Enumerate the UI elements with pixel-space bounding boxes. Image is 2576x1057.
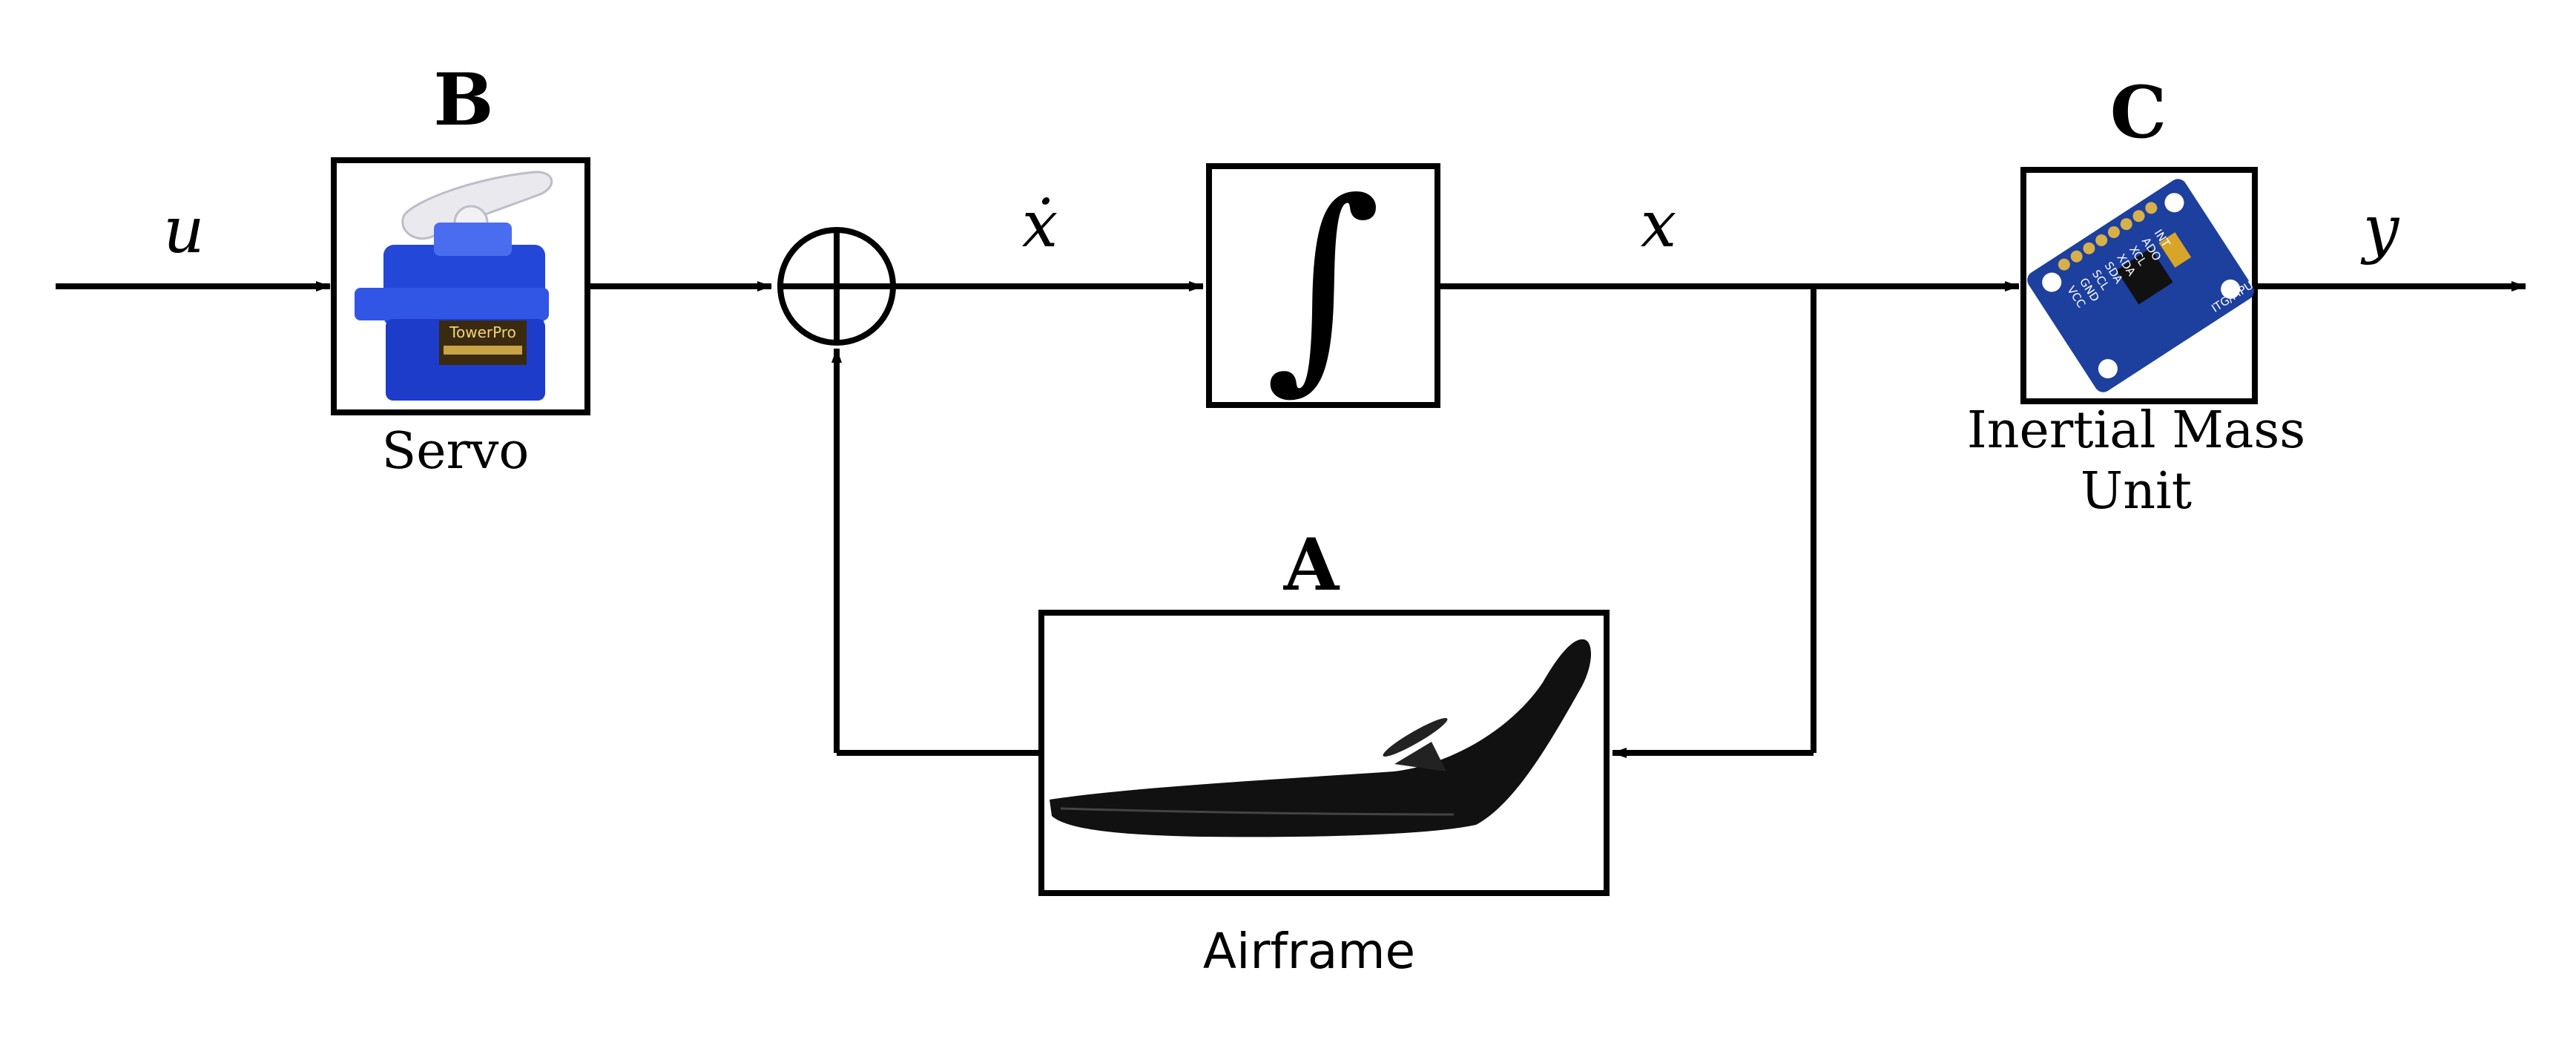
imu-letter: C [2110, 70, 2167, 154]
servo-letter: B [433, 58, 493, 142]
imu-caption-line1: Inertial Mass [1967, 401, 2305, 460]
airframe-caption: Airframe [1203, 923, 1415, 980]
servo-image: TowerPro [355, 171, 553, 401]
airframe-letter: A [1283, 523, 1340, 607]
integral-symbol: ∫ [1265, 154, 1381, 412]
imu-caption-line2: Unit [2081, 462, 2192, 521]
servo-brand-label: TowerPro [449, 323, 516, 341]
servo-caption: Servo [382, 422, 530, 481]
imu-pins [2058, 202, 2158, 271]
summing-junction [777, 227, 896, 346]
signal-x-label: x [1641, 188, 1677, 262]
imu-image: VCC GND SCL SDA XDA XCL ADO INT ITG/MPU [2027, 179, 2256, 392]
airframe-image [1050, 639, 1592, 837]
airframe-wing-shape [1050, 639, 1592, 837]
signal-xdot-label: ẋ [1022, 188, 1058, 262]
signal-y-label: y [2360, 192, 2400, 266]
integrator-block [1206, 163, 1440, 408]
signal-u-label: u [163, 194, 204, 268]
